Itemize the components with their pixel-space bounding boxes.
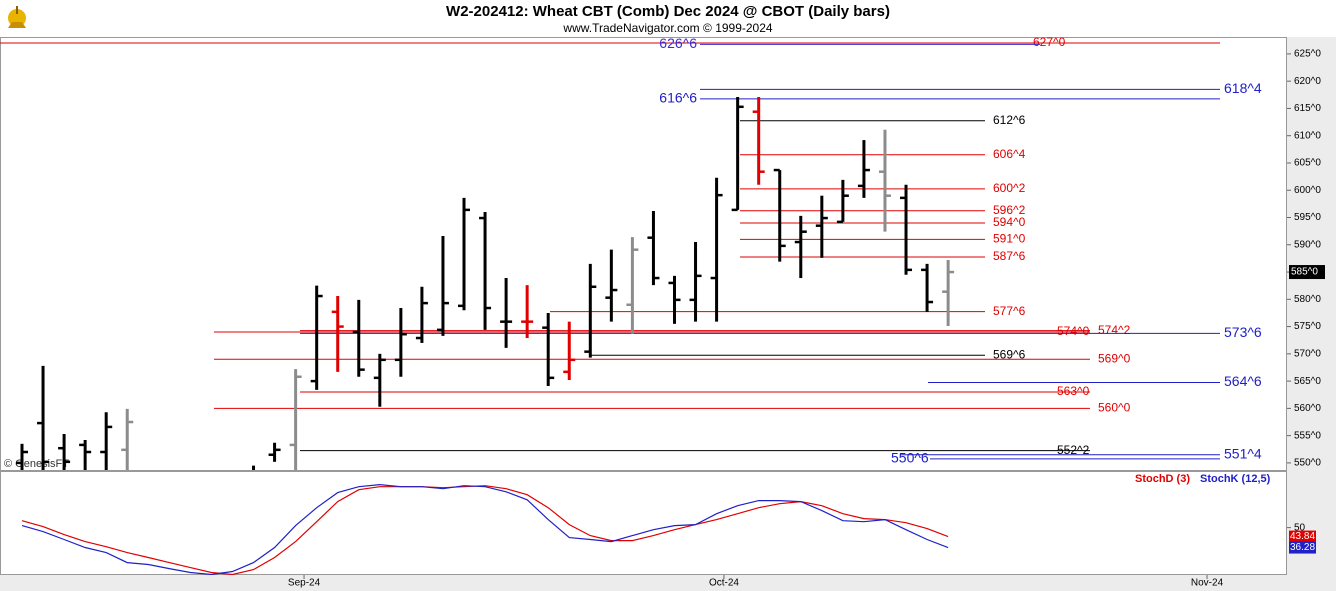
x-axis-strip bbox=[0, 575, 1287, 591]
y-tick-label: 560^0 bbox=[1294, 403, 1321, 414]
value-box bbox=[1289, 541, 1316, 554]
level-label: 551^4 bbox=[1224, 445, 1262, 461]
y-tick-label: 600^0 bbox=[1294, 185, 1321, 196]
chart-subtitle: www.TradeNavigator.com © 1999-2024 bbox=[562, 21, 772, 35]
price-plot: 627^0 626^6 618^4 616^6 612^6 606^4 600^2 596^2… bbox=[0, 35, 1262, 470]
logo bbox=[8, 6, 26, 28]
y-tick-label: 555^0 bbox=[1294, 430, 1321, 441]
last-price-label: 585^0 bbox=[1291, 267, 1318, 278]
level-label: 569^6 bbox=[993, 347, 1026, 361]
level-label: 618^4 bbox=[1224, 80, 1262, 96]
level-label: 564^6 bbox=[1224, 373, 1262, 389]
value-label: 43.84 bbox=[1290, 531, 1315, 542]
level-label: 591^0 bbox=[993, 231, 1026, 245]
level-label: 606^4 bbox=[993, 147, 1026, 161]
legend-entry: StochD (3) bbox=[1135, 473, 1190, 485]
stoch-plot bbox=[21, 483, 949, 575]
watermark: © GenesisFT bbox=[4, 458, 69, 470]
level-label: 573^6 bbox=[1224, 324, 1262, 340]
level-label: 569^0 bbox=[1098, 351, 1131, 365]
axes: 550^0 555^0 560^0 565^0 570^0 575^0 580^0 585^0… bbox=[288, 49, 1325, 589]
stoch-line bbox=[21, 483, 949, 575]
y-tick-label: 610^0 bbox=[1294, 130, 1321, 141]
level-label: 563^0 bbox=[1057, 384, 1090, 398]
y-tick-label: 565^0 bbox=[1294, 376, 1321, 387]
level-label: 574^0 bbox=[1057, 324, 1090, 338]
stoch-panel-border bbox=[0, 471, 1287, 575]
chart-title: W2-202412: Wheat CBT (Comb) Dec 2024 @ C… bbox=[446, 3, 890, 20]
level-label: 627^0 bbox=[1033, 35, 1066, 49]
y-tick-label: 620^0 bbox=[1294, 76, 1321, 87]
level-label: 626^6 bbox=[659, 35, 697, 51]
y-tick-label: 570^0 bbox=[1294, 348, 1321, 359]
level-label: 552^2 bbox=[1057, 443, 1090, 457]
last-price-box bbox=[1289, 265, 1325, 280]
y-tick-label: 575^0 bbox=[1294, 321, 1321, 332]
level-label: 560^0 bbox=[1098, 401, 1131, 415]
y-tick-label: 590^0 bbox=[1294, 239, 1321, 250]
level-label: 600^2 bbox=[993, 181, 1026, 195]
level-label: 612^6 bbox=[993, 113, 1026, 127]
level-label: 594^0 bbox=[993, 215, 1026, 229]
x-tick-label: Sep-24 bbox=[288, 578, 321, 589]
y-tick-label: 615^0 bbox=[1294, 103, 1321, 114]
value-label: 36.28 bbox=[1290, 542, 1315, 553]
stoch-line bbox=[21, 485, 949, 575]
y-tick-label: 595^0 bbox=[1294, 212, 1321, 223]
y-tick-label: 550^0 bbox=[1294, 458, 1321, 469]
x-tick-label: Oct-24 bbox=[709, 578, 739, 589]
y-tick-label: 625^0 bbox=[1294, 49, 1321, 60]
level-label: 596^2 bbox=[993, 203, 1026, 217]
level-label: 587^6 bbox=[993, 249, 1026, 263]
level-label: 577^6 bbox=[993, 304, 1026, 318]
y-tick-label: 50 bbox=[1294, 522, 1306, 533]
value-box bbox=[1289, 530, 1316, 543]
level-label: 550^6 bbox=[891, 450, 929, 466]
y-tick-label: 605^0 bbox=[1294, 158, 1321, 169]
y-axis-strip bbox=[1287, 37, 1336, 591]
legend-entry: StochK (12,5) bbox=[1200, 473, 1271, 485]
x-tick-label: Nov-24 bbox=[1191, 578, 1224, 589]
level-label: 616^6 bbox=[659, 90, 697, 106]
level-label: 574^2 bbox=[1098, 323, 1131, 337]
main-panel-border bbox=[0, 37, 1287, 471]
y-tick-label: 580^0 bbox=[1294, 294, 1321, 305]
